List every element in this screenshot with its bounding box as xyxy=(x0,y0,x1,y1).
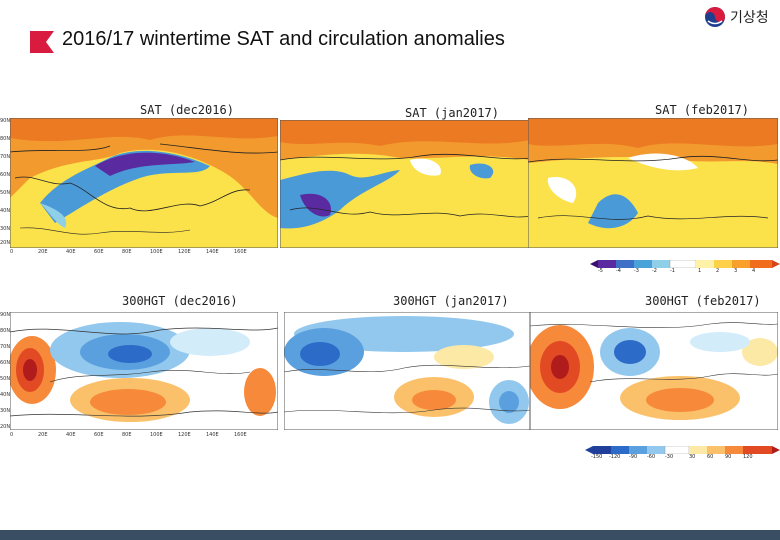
hgt-map-jan2017 xyxy=(284,312,530,430)
lon-tick: 80E xyxy=(122,249,132,255)
sat-cb-label: 3 xyxy=(734,268,738,274)
hgt-panel-title-jan: 300HGT (jan2017) xyxy=(393,294,509,308)
hgt-colorbar xyxy=(585,446,780,454)
lat-tick: 40N xyxy=(0,208,11,214)
sat-cb-label: -2 xyxy=(652,268,657,274)
lon-tick: 140E xyxy=(206,432,219,438)
kma-taegeuk-icon xyxy=(705,7,725,27)
lon-tick: 160E xyxy=(234,432,247,438)
hgt-map-dec2016 xyxy=(10,312,278,430)
lon-tick: 20E xyxy=(38,249,48,255)
lon-tick: 100E xyxy=(150,249,163,255)
lon-tick: 60E xyxy=(94,432,104,438)
lon-tick: 120E xyxy=(178,249,191,255)
lat-tick: 30N xyxy=(0,408,11,414)
hgt-cb-label: -120 xyxy=(609,454,621,460)
lat-tick: 70N xyxy=(0,154,11,160)
sat-panel-title-jan: SAT (jan2017) xyxy=(405,106,499,120)
lat-tick: 50N xyxy=(0,190,11,196)
lon-tick: 0 xyxy=(10,432,14,438)
sat-cb-label: 2 xyxy=(716,268,720,274)
lat-tick: 60N xyxy=(0,360,11,366)
hgt-cb-label: 90 xyxy=(725,454,732,460)
sat-map-feb2017 xyxy=(528,118,778,248)
sat-colorbar xyxy=(590,260,780,268)
lon-tick: 120E xyxy=(178,432,191,438)
sat-map-dec2016 xyxy=(10,118,278,248)
hgt-panel-title-feb: 300HGT (feb2017) xyxy=(645,294,761,308)
sat-cb-label: 1 xyxy=(698,268,702,274)
sat-cb-label: -3 xyxy=(634,268,639,274)
lat-tick: 80N xyxy=(0,136,11,142)
lon-tick: 160E xyxy=(234,249,247,255)
lat-tick: 80N xyxy=(0,328,11,334)
lon-tick: 100E xyxy=(150,432,163,438)
lat-tick: 60N xyxy=(0,172,11,178)
lon-tick: 0 xyxy=(10,249,14,255)
hgt-map-feb2017 xyxy=(530,312,778,430)
lon-tick: 60E xyxy=(94,249,104,255)
lon-tick: 40E xyxy=(66,432,76,438)
lat-tick: 90N xyxy=(0,118,11,124)
sat-map-jan2017 xyxy=(280,120,530,248)
hgt-cb-label: -90 xyxy=(629,454,638,460)
logo-text: 기상청 xyxy=(730,10,769,26)
lat-tick: 40N xyxy=(0,392,11,398)
hgt-cb-label: 60 xyxy=(707,454,714,460)
lat-tick: 30N xyxy=(0,226,11,232)
hgt-cb-label: 30 xyxy=(689,454,696,460)
footer-bar xyxy=(0,530,780,540)
sat-panel-title-feb: SAT (feb2017) xyxy=(655,103,749,117)
hgt-panel-title-dec: 300HGT (dec2016) xyxy=(122,294,238,308)
lat-tick: 20N xyxy=(0,424,11,430)
sat-panel-title-dec: SAT (dec2016) xyxy=(140,103,234,117)
sat-cb-label: -1 xyxy=(670,268,675,274)
hgt-cb-label: -30 xyxy=(665,454,674,460)
lon-tick: 20E xyxy=(38,432,48,438)
sat-cb-label: -5 xyxy=(598,268,603,274)
lat-tick: 20N xyxy=(0,240,11,246)
slide-title: 2016/17 wintertime SAT and circulation a… xyxy=(62,28,505,50)
sat-cb-label: -4 xyxy=(616,268,621,274)
lon-tick: 40E xyxy=(66,249,76,255)
lat-tick: 50N xyxy=(0,376,11,382)
hgt-cb-label: -60 xyxy=(647,454,656,460)
lon-tick: 140E xyxy=(206,249,219,255)
lat-tick: 70N xyxy=(0,344,11,350)
hgt-cb-label: 120 xyxy=(743,454,753,460)
hgt-cb-label: -150 xyxy=(591,454,603,460)
lon-tick: 80E xyxy=(122,432,132,438)
title-marker-icon xyxy=(30,31,54,53)
lat-tick: 90N xyxy=(0,312,11,318)
sat-cb-label: 4 xyxy=(752,268,756,274)
kma-logo: 기상청 xyxy=(704,6,769,28)
